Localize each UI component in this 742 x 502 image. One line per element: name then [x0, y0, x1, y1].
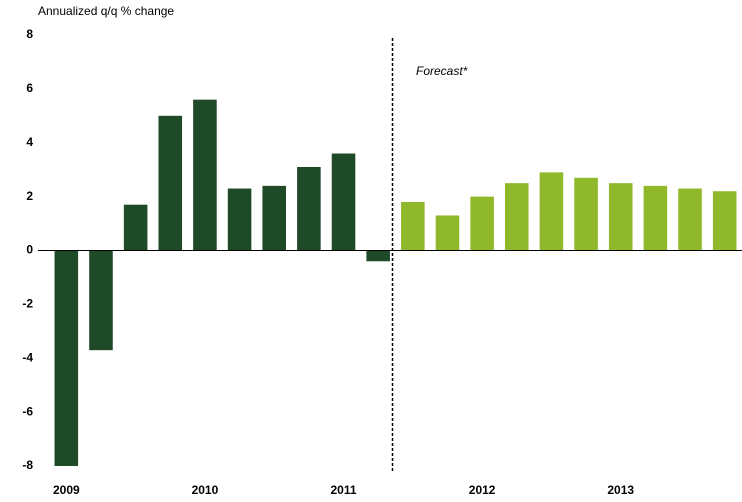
x-tick-label: 2011 [331, 483, 357, 497]
y-tick-label: 6 [26, 81, 33, 95]
bar [54, 250, 79, 466]
bar [123, 204, 148, 251]
bar [262, 185, 287, 251]
bar [435, 215, 460, 251]
y-tick-label: -6 [22, 404, 33, 418]
bar [193, 99, 217, 251]
y-tick-label: 8 [26, 27, 33, 41]
forecast-annotation: Forecast* [416, 64, 468, 78]
bar [643, 185, 668, 251]
y-tick-label: 4 [26, 135, 33, 149]
x-tick-label: 2009 [53, 483, 80, 497]
y-tick-label: 0 [26, 243, 33, 257]
bar [678, 188, 702, 251]
y-tick-label: -2 [22, 297, 33, 311]
bar [574, 177, 598, 251]
x-tick-label: 2013 [607, 483, 634, 497]
y-tick-label: 2 [26, 189, 33, 203]
bar [158, 115, 183, 251]
chart-title: Annualized q/q % change [38, 4, 174, 18]
bar [401, 202, 425, 251]
x-tick-label: 2010 [192, 483, 219, 497]
bar [504, 183, 529, 251]
bar [227, 188, 252, 251]
bar [608, 183, 633, 251]
bar [470, 196, 494, 251]
bar [331, 153, 356, 251]
y-tick-label: -4 [22, 350, 33, 364]
bar [712, 191, 737, 251]
x-tick-label: 2012 [469, 483, 496, 497]
bar [539, 172, 564, 251]
bar [297, 166, 321, 251]
bar [89, 250, 113, 351]
bar [366, 250, 390, 262]
y-tick-label: -8 [22, 458, 33, 472]
